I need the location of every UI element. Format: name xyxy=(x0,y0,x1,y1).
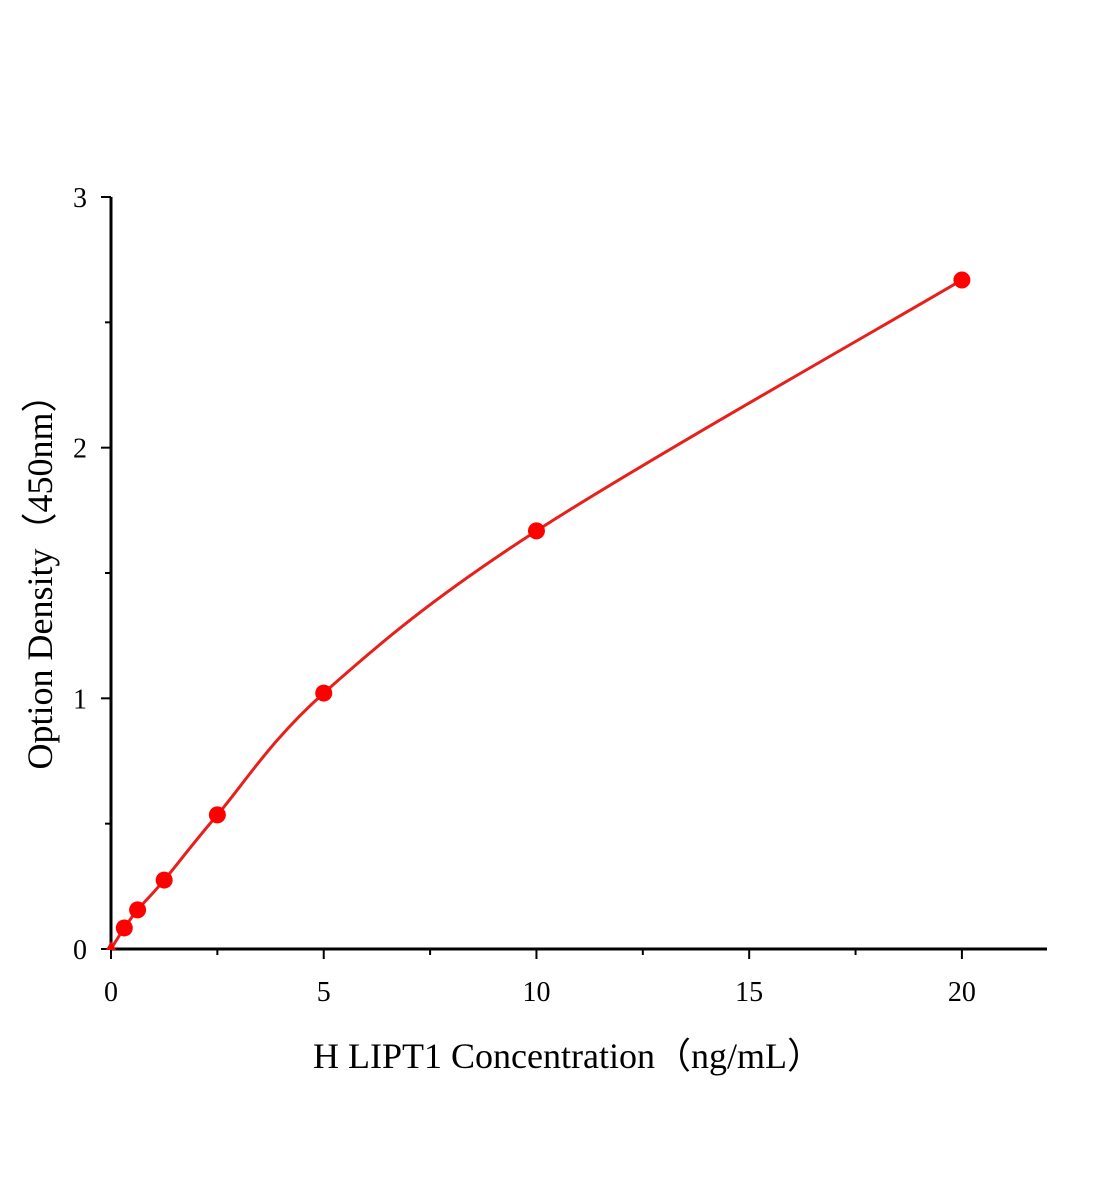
x-tick-label: 15 xyxy=(735,977,763,1008)
x-axis-title: H LIPT1 Concentration（ng/mL） xyxy=(313,1036,823,1076)
y-tick-label: 1 xyxy=(73,684,87,715)
data-point xyxy=(208,806,226,824)
y-axis-title: Option Density（450nm） xyxy=(20,377,60,770)
data-point xyxy=(106,941,116,950)
y-tick-label: 3 xyxy=(73,183,87,214)
tick-labels: 0 5 10 15 20 0 1 2 3 xyxy=(73,183,976,1008)
data-point xyxy=(315,684,333,702)
data-point xyxy=(115,919,133,937)
data-points xyxy=(106,271,971,950)
y-tick-label: 2 xyxy=(73,434,87,465)
x-tick-label: 5 xyxy=(317,977,331,1008)
x-tick-label: 20 xyxy=(948,977,976,1008)
x-tick-label: 0 xyxy=(104,977,118,1008)
data-point xyxy=(129,901,147,919)
x-tick-label: 10 xyxy=(522,977,550,1008)
data-point xyxy=(155,871,173,889)
data-point xyxy=(953,271,971,289)
y-tick-label: 0 xyxy=(73,935,87,966)
data-point xyxy=(527,522,545,540)
fit-curve xyxy=(109,278,963,950)
